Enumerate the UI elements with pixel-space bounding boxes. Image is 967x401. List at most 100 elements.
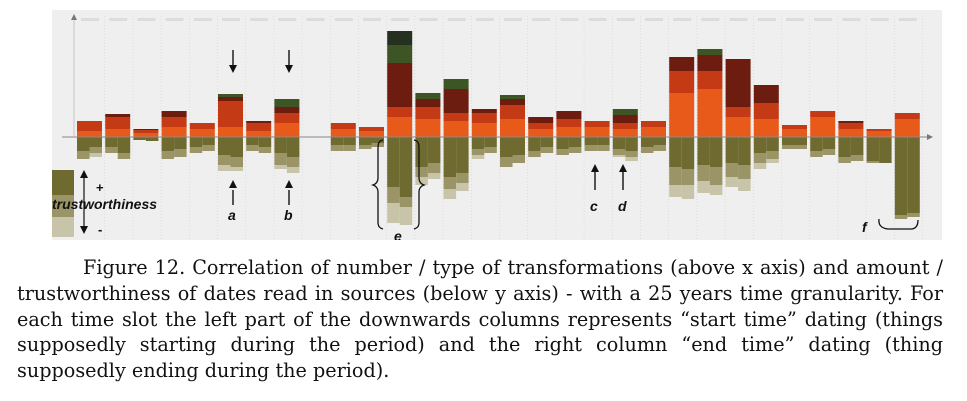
- bar-start-date-segment: [697, 137, 710, 165]
- slot-tick: [616, 18, 635, 21]
- bar-transform-segment: [500, 105, 525, 119]
- arrow-down-icon: [229, 65, 237, 73]
- bar-start-date-segment: [669, 137, 682, 167]
- bar-transform-segment: [415, 107, 441, 119]
- bar-transform-segment: [556, 127, 582, 137]
- bar-transform-segment: [387, 117, 413, 137]
- bar-transform-segment: [753, 119, 779, 137]
- bar-transform-segment: [387, 31, 413, 45]
- bar-end-date-segment: [343, 145, 356, 151]
- arrow-up-icon: [229, 180, 237, 188]
- slot-tick: [842, 18, 861, 21]
- bar-transform-segment: [669, 71, 695, 93]
- figure-chart: + trustworthiness - a b c d: [52, 10, 942, 240]
- bar-transform-segment: [669, 93, 695, 137]
- bar-end-date-segment: [174, 137, 187, 149]
- legend-label: trustworthiness: [52, 196, 157, 212]
- bar-start-date-segment: [500, 157, 513, 167]
- bar-transform-segment: [77, 131, 102, 137]
- bar-end-date-segment: [512, 155, 525, 163]
- slot-tick: [81, 18, 99, 21]
- bar-start-date-segment: [415, 167, 428, 177]
- bar-transform-segment: [556, 111, 582, 119]
- bar-transform-segment: [866, 129, 892, 131]
- bar-transform-segment: [161, 127, 187, 137]
- slot-tick: [250, 18, 269, 21]
- bar-end-date-segment: [794, 145, 807, 149]
- bar-start-date-segment: [471, 149, 485, 155]
- bar-transform-segment: [584, 127, 610, 137]
- bar-transform-segment: [894, 119, 920, 137]
- bar-start-date-segment: [810, 151, 823, 157]
- bar-end-date-segment: [709, 137, 723, 167]
- bar-start-date-segment: [330, 137, 344, 145]
- bar-transform-segment: [782, 129, 807, 137]
- bar-end-date-segment: [653, 145, 666, 151]
- bar-end-date-segment: [286, 167, 300, 173]
- bar-transform-segment: [697, 55, 723, 71]
- bar-transform-segment: [218, 101, 243, 127]
- bar-transform-segment: [330, 123, 356, 129]
- legend-plus: +: [96, 180, 104, 195]
- bar-end-date-segment: [512, 137, 525, 155]
- bar-start-date-segment: [725, 163, 739, 177]
- bar-transform-segment: [866, 131, 892, 137]
- bar-start-date-segment: [612, 155, 626, 157]
- bar-end-date-segment: [540, 137, 554, 147]
- bar-start-date-segment: [810, 137, 823, 151]
- bar-start-date-segment: [471, 155, 485, 159]
- bar-start-date-segment: [359, 137, 372, 145]
- figure-caption: Figure 12. Correlation of number / type …: [17, 255, 943, 384]
- bar-start-date-segment: [105, 137, 118, 147]
- bar-transform-segment: [471, 109, 497, 113]
- bar-start-date-segment: [274, 165, 287, 169]
- bar-start-date-segment: [77, 137, 90, 151]
- bar-start-date-segment: [838, 137, 851, 157]
- bar-end-date-segment: [145, 137, 159, 141]
- bar-start-date-segment: [415, 177, 428, 185]
- slot-tick: [278, 18, 297, 21]
- bar-transform-segment: [612, 123, 638, 129]
- bar-end-date-segment: [399, 197, 413, 207]
- annotations: a b c d e f: [228, 50, 919, 240]
- bar-end-date-segment: [117, 137, 131, 153]
- bar-start-date-segment: [274, 137, 287, 153]
- bars: [77, 31, 920, 225]
- bar-end-date-segment: [625, 137, 638, 151]
- bar-end-date-segment: [625, 151, 638, 157]
- bar-transform-segment: [105, 117, 131, 129]
- bar-start-date-segment: [105, 147, 118, 153]
- slot-tick: [137, 18, 156, 21]
- bar-end-date-segment: [456, 183, 469, 191]
- bar-start-date-segment: [218, 165, 231, 171]
- x-axis-arrow-icon: [927, 134, 933, 140]
- legend-minus: -: [98, 222, 102, 237]
- bar-transform-segment: [443, 113, 469, 121]
- bar-transform-segment: [161, 111, 187, 117]
- bar-transform-segment: [612, 109, 638, 115]
- bar-end-date-segment: [540, 147, 554, 153]
- bar-end-date-segment: [399, 207, 413, 225]
- slot-tick: [165, 18, 184, 21]
- bar-transform-segment: [838, 123, 864, 129]
- brace-e-left: [370, 139, 384, 230]
- bar-end-date-segment: [456, 137, 469, 173]
- bar-end-date-segment: [230, 137, 243, 157]
- bar-end-date-segment: [766, 137, 779, 151]
- bar-start-date-segment: [189, 137, 203, 147]
- bar-start-date-segment: [443, 189, 457, 199]
- bar-transform-segment: [697, 89, 723, 137]
- bar-end-date-segment: [202, 145, 215, 151]
- y-axis-arrow-icon: [71, 14, 77, 20]
- bar-transform-segment: [500, 119, 525, 137]
- bar-start-date-segment: [782, 145, 795, 149]
- bar-transform-segment: [810, 111, 836, 117]
- bar-transform-segment: [415, 93, 441, 99]
- slot-tick: [475, 18, 494, 21]
- bar-transform-segment: [133, 129, 159, 130]
- bar-transform-segment: [246, 123, 272, 131]
- arrow-down-icon: [285, 65, 293, 73]
- slot-tick: [673, 18, 692, 21]
- annotation-b: b: [284, 207, 293, 223]
- bar-end-date-segment: [202, 137, 215, 145]
